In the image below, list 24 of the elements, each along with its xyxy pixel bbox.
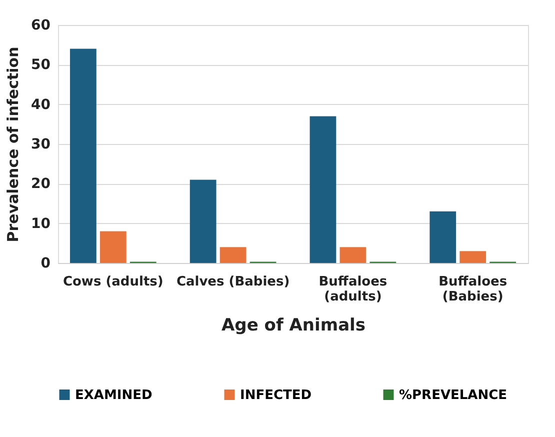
x-axis-title: Age of Animals xyxy=(222,316,366,336)
x-tick-label: Buffaloes (adults) xyxy=(318,274,388,304)
bar xyxy=(190,180,216,263)
y-axis-title: Prevalence of infection xyxy=(4,46,22,242)
y-tick-label: 20 xyxy=(31,176,51,192)
legend-label: INFECTED xyxy=(240,388,312,403)
bar xyxy=(460,251,486,263)
y-tick-label: 10 xyxy=(31,216,51,232)
legend-label: %PREVELANCE xyxy=(399,388,508,403)
y-tick-label: 60 xyxy=(31,18,51,34)
y-tick-label: 40 xyxy=(31,96,51,113)
bar xyxy=(100,231,126,263)
bar xyxy=(310,116,336,263)
y-tick-label: 50 xyxy=(31,57,51,74)
legend-label: EXAMINED xyxy=(75,388,152,403)
y-tick-label: 30 xyxy=(31,136,51,152)
x-tick-label: Buffaloes (Babies) xyxy=(438,274,508,304)
bar xyxy=(220,247,246,263)
y-tick-label: 0 xyxy=(40,256,51,272)
bar xyxy=(430,211,456,263)
x-tick-label: Calves (Babies) xyxy=(176,274,290,290)
x-tick-label: Cows (adults) xyxy=(62,274,164,290)
bar xyxy=(70,48,96,263)
bar xyxy=(340,247,366,263)
